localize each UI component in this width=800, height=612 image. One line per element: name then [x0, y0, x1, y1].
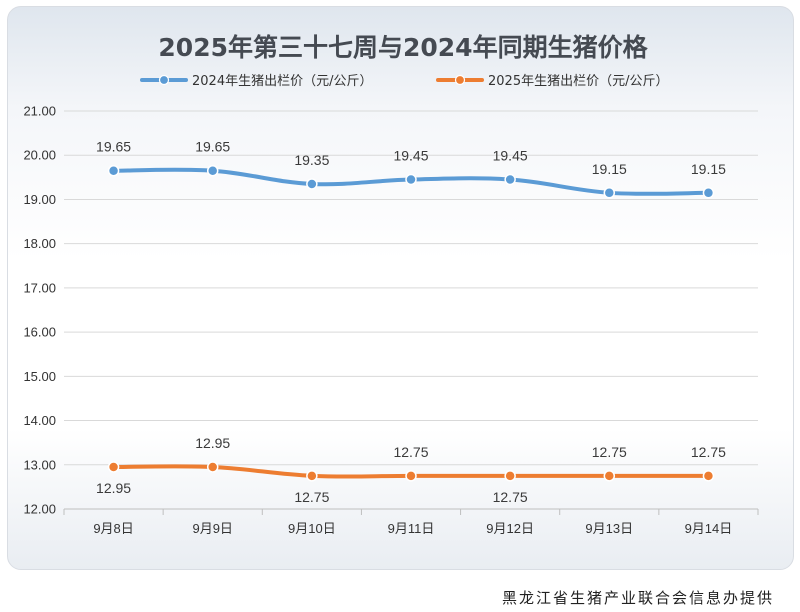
- data-label-2: 12.75: [592, 444, 627, 460]
- chart-title: 2025年第三十七周与2024年同期生猪价格: [158, 33, 648, 62]
- legend-marker-2: [454, 74, 466, 86]
- data-point-1: [603, 187, 616, 199]
- x-axis: 9月8日 9月9日 9月10日 9月11日 9月12日 9月13日 9月14日: [63, 509, 759, 536]
- x-tick-label: 9月14日: [685, 521, 733, 536]
- legend-label-2: 2025年生猪出栏价（元/公斤）: [488, 74, 668, 89]
- data-label-1: 19.15: [691, 161, 726, 177]
- y-axis: 12.00 13.00 14.00 15.00 16.00 17.00 18.00 19.00…: [23, 104, 56, 517]
- data-label-1: 19.15: [592, 161, 627, 177]
- x-tick-label: 9月10日: [288, 521, 336, 536]
- y-tick-label: 14.00: [23, 413, 56, 428]
- y-tick-label: 12.00: [23, 502, 56, 517]
- data-labels: 19.65 19.65 19.35 19.45 19.45 19.15 19.15 12.95…: [96, 139, 726, 505]
- y-tick-label: 13.00: [23, 457, 56, 472]
- legend-label-1: 2024年生猪出栏价（元/公斤）: [192, 74, 372, 89]
- legend-marker-1: [158, 74, 170, 86]
- grid-lines: [64, 110, 758, 510]
- data-point-1: [306, 178, 318, 190]
- y-tick-label: 21.00: [23, 104, 56, 119]
- data-point-1: [206, 164, 219, 177]
- data-label-2: 12.95: [96, 480, 131, 496]
- data-point-2: [504, 470, 516, 482]
- data-label-2: 12.75: [691, 444, 726, 460]
- data-label-1: 19.65: [195, 139, 230, 155]
- y-tick-label: 20.00: [23, 148, 56, 163]
- y-tick-label: 17.00: [23, 280, 56, 295]
- x-tick-label: 9月9日: [192, 521, 232, 536]
- data-point-2: [702, 470, 715, 482]
- data-label-1: 19.45: [493, 148, 528, 164]
- data-point-2: [603, 470, 616, 482]
- data-point-1: [504, 173, 516, 186]
- legend: 2024年生猪出栏价（元/公斤） 2025年生猪出栏价（元/公斤）: [140, 74, 668, 89]
- y-tick-label: 16.00: [23, 325, 56, 340]
- data-label-1: 19.45: [393, 148, 428, 164]
- data-point-1: [405, 173, 417, 186]
- y-tick-label: 19.00: [23, 192, 56, 207]
- footer-credit: 黑龙江省生猪产业联合会信息办提供: [501, 589, 774, 607]
- series-group: [107, 164, 715, 482]
- data-point-2: [405, 470, 417, 482]
- x-tick-label: 9月8日: [93, 521, 133, 536]
- chart-panel: 2025年第三十七周与2024年同期生猪价格 2024年生猪出栏价（元/公斤） 2…: [7, 6, 794, 570]
- data-label-2: 12.75: [393, 444, 428, 460]
- data-point-1: [702, 187, 715, 199]
- x-tick-label: 9月11日: [388, 521, 435, 536]
- data-label-2: 12.75: [493, 489, 528, 505]
- data-label-2: 12.75: [294, 489, 329, 505]
- data-label-2: 12.95: [195, 435, 230, 451]
- data-label-1: 19.35: [294, 152, 329, 168]
- y-tick-label: 15.00: [23, 369, 56, 384]
- data-point-2: [306, 470, 318, 482]
- x-tick-label: 9月13日: [585, 521, 633, 536]
- data-point-2: [107, 461, 120, 473]
- line-chart: 2025年第三十七周与2024年同期生猪价格 2024年生猪出栏价（元/公斤） 2…: [23, 33, 759, 536]
- y-tick-label: 18.00: [23, 236, 56, 251]
- x-tick-label: 9月12日: [486, 521, 534, 536]
- data-point-1: [107, 164, 120, 177]
- data-label-1: 19.65: [96, 139, 131, 155]
- data-point-2: [206, 461, 219, 473]
